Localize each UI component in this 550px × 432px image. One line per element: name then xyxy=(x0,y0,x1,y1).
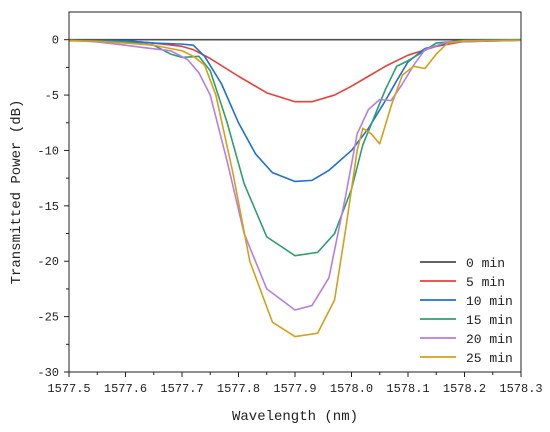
x-tick-label: 1578.3 xyxy=(499,382,542,396)
x-tick-label: 1577.6 xyxy=(104,382,147,396)
ticks-layer: 1577.5 1577.6 1577.7 1577.8 1577.9 1578.0 1578… xyxy=(37,34,542,396)
axes-layer xyxy=(68,11,522,373)
x-axis-title: Wavelength (nm) xyxy=(232,409,358,425)
x-tick-label: 1577.7 xyxy=(160,382,203,396)
y-tick-label: -5 xyxy=(45,89,59,103)
x-tick-label: 1578.2 xyxy=(443,382,486,396)
y-tick-label: -15 xyxy=(37,200,59,214)
legend-label: 0 min xyxy=(466,256,505,271)
y-axis-title: Transmitted Power (dB) xyxy=(9,100,25,285)
legend-label: 25 min xyxy=(466,351,513,366)
plot-frame xyxy=(68,11,522,373)
y-tick-label: -20 xyxy=(37,255,59,269)
legend-label: 10 min xyxy=(466,294,513,309)
series-line-15-min xyxy=(68,38,522,257)
legend-label: 5 min xyxy=(466,275,505,290)
y-tick-label: -30 xyxy=(37,366,59,380)
y-tick-label: -25 xyxy=(37,311,59,325)
y-tick-label: 0 xyxy=(52,34,59,48)
y-tick-label: -10 xyxy=(37,144,59,158)
series-layer xyxy=(68,38,522,338)
x-tick-label: 1578.1 xyxy=(386,382,429,396)
x-tick-label: 1577.8 xyxy=(217,382,260,396)
legend: 0 min 5 min 10 min 15 min 20 min 25 min xyxy=(420,256,513,366)
x-tick-label: 1577.9 xyxy=(273,382,316,396)
series-line-25-min xyxy=(68,39,522,338)
legend-label: 15 min xyxy=(466,313,513,328)
series-line-10-min xyxy=(68,39,522,183)
x-tick-label: 1577.5 xyxy=(47,382,90,396)
series-line-5-min xyxy=(68,39,522,103)
x-tick-label: 1578.0 xyxy=(330,382,373,396)
series-line-20-min xyxy=(68,39,522,311)
legend-label: 20 min xyxy=(466,332,513,347)
